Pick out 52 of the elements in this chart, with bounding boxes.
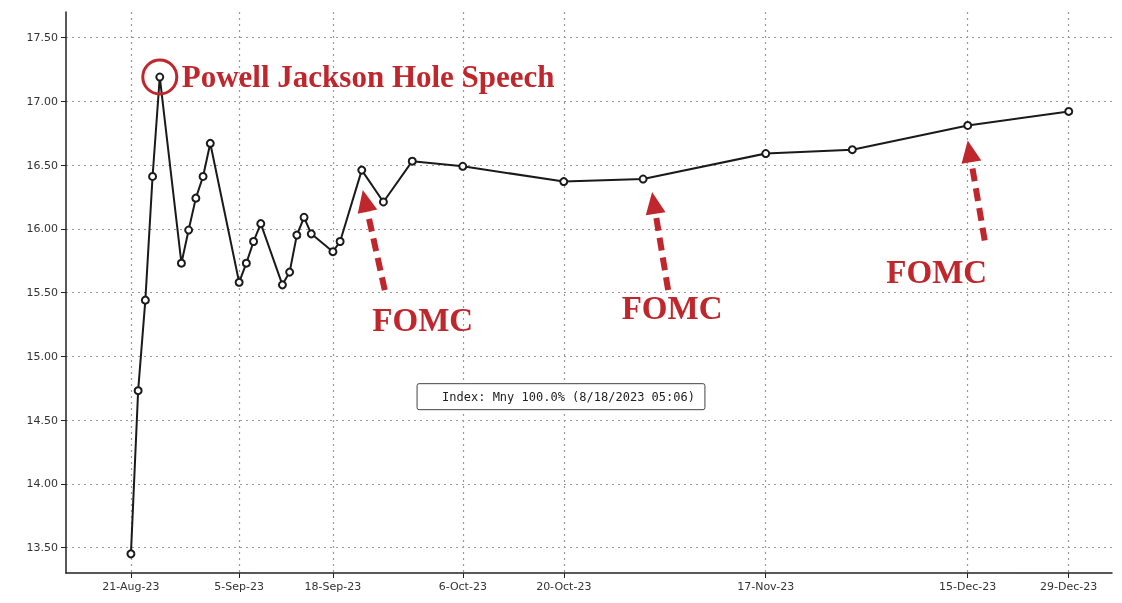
point [241, 258, 251, 268]
point [176, 258, 186, 268]
point [140, 295, 150, 305]
y-tick-label: 14.50 [26, 413, 58, 427]
point [559, 177, 569, 187]
text: Index: Mny 100.0% (8/18/2023 05:06) [442, 389, 695, 404]
point [638, 174, 648, 184]
point [205, 138, 215, 148]
x-tick-label: 18-Sep-23 [304, 580, 362, 593]
point [184, 225, 194, 235]
y-tick-label: 13.50 [26, 541, 58, 554]
point [407, 156, 417, 166]
y-tick-label: 17.00 [26, 94, 58, 108]
point [963, 120, 973, 130]
point [335, 237, 345, 246]
point [306, 229, 316, 239]
annotation: FOMC [372, 301, 474, 339]
point [148, 171, 158, 181]
y-tick-label: 16.00 [26, 222, 58, 236]
annotation: FOMC [621, 289, 723, 327]
x-tick-label: 21-Aug-23 [102, 580, 160, 593]
y-tick-label: 15.50 [26, 286, 58, 299]
point [256, 219, 266, 229]
point [761, 149, 771, 159]
point [458, 161, 468, 171]
point [198, 171, 208, 181]
point [249, 237, 259, 246]
annotation: Powell Jackson Hole Speech [181, 59, 555, 96]
y-tick-label: 16.50 [26, 158, 58, 172]
point [357, 165, 367, 175]
point [277, 280, 287, 290]
x-tick-label: 17-Nov-23 [737, 580, 795, 593]
point [1064, 106, 1074, 116]
point [299, 212, 309, 222]
x-tick-label: 20-Oct-23 [536, 580, 592, 593]
x-tick-label: 29-Dec-23 [1040, 580, 1098, 593]
point [191, 193, 201, 203]
point [378, 197, 388, 207]
point [126, 549, 136, 559]
x-tick-label: 15-Dec-23 [939, 580, 997, 593]
point [292, 230, 302, 240]
point [285, 267, 295, 277]
point [328, 247, 338, 257]
point [133, 386, 143, 396]
x-tick-label: 6-Oct-23 [438, 580, 487, 593]
y-tick-label: 14.00 [26, 477, 58, 491]
y-tick-label: 15.00 [26, 349, 58, 363]
point [847, 145, 857, 155]
annotation: FOMC [886, 253, 988, 291]
x-tick-label: 5-Sep-23 [214, 580, 264, 593]
point [234, 277, 244, 287]
y-tick-label: 17.50 [26, 31, 58, 44]
